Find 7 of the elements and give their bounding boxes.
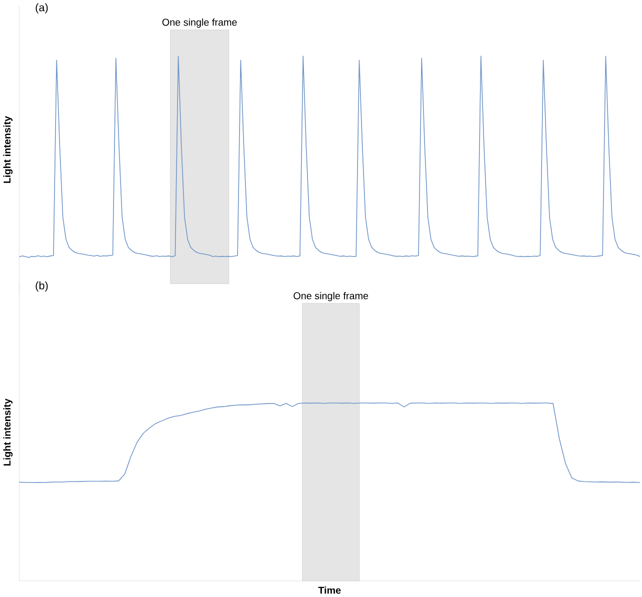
x-axis-title: Time xyxy=(318,586,341,594)
chart-title: (a) xyxy=(36,3,48,14)
y-axis-title: Light intensity xyxy=(3,398,13,466)
text: One single frame xyxy=(294,292,368,302)
text: One single frame xyxy=(162,18,237,28)
chart-title: (b) xyxy=(36,281,48,292)
y-axis-title: Light intensity xyxy=(3,116,13,183)
